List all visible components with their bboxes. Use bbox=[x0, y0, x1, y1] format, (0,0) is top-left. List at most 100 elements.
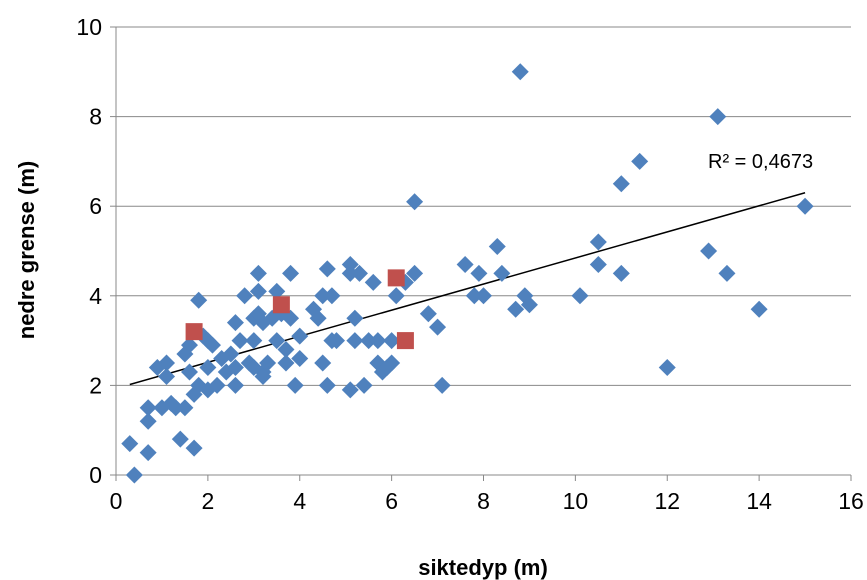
data-point-diamond-55 bbox=[291, 350, 309, 368]
data-point-diamond-54 bbox=[291, 327, 309, 345]
x-tick-label-6: 6 bbox=[385, 488, 398, 514]
data-point-diamond-32 bbox=[231, 332, 249, 350]
gridlines bbox=[116, 26, 851, 386]
data-point-diamond-107 bbox=[750, 300, 768, 318]
data-point-diamond-22 bbox=[199, 358, 217, 376]
data-point-diamond-18 bbox=[190, 291, 208, 309]
data-point-diamond-57 bbox=[309, 309, 327, 327]
y-tick-label-6: 6 bbox=[89, 193, 102, 219]
data-point-diamond-71 bbox=[355, 376, 373, 394]
data-point-diamond-11 bbox=[171, 430, 189, 448]
x-tick-label-2: 2 bbox=[201, 488, 214, 514]
data-point-diamond-89 bbox=[470, 264, 488, 282]
data-point-diamond-79 bbox=[383, 354, 401, 372]
data-point-diamond-78 bbox=[383, 332, 401, 350]
data-point-diamond-82 bbox=[406, 193, 424, 211]
axes bbox=[110, 26, 852, 481]
data-point-diamond-86 bbox=[433, 376, 451, 394]
data-point-diamond-60 bbox=[318, 260, 336, 278]
data-point-diamond-61 bbox=[318, 376, 336, 394]
data-point-square-3 bbox=[396, 332, 414, 350]
data-point-diamond-105 bbox=[709, 108, 727, 126]
data-point-diamond-101 bbox=[612, 264, 630, 282]
data-point-diamond-0 bbox=[121, 435, 139, 453]
data-point-diamond-93 bbox=[507, 300, 525, 318]
data-points bbox=[121, 63, 814, 484]
data-point-diamond-46 bbox=[268, 282, 286, 300]
data-point-diamond-84 bbox=[419, 305, 437, 323]
y-tick-label-0: 0 bbox=[89, 462, 102, 488]
data-point-diamond-12 bbox=[176, 399, 194, 417]
data-point-diamond-1 bbox=[125, 466, 143, 484]
data-point-diamond-30 bbox=[226, 358, 244, 376]
data-point-diamond-108 bbox=[796, 197, 814, 215]
data-point-diamond-31 bbox=[226, 376, 244, 394]
data-point-diamond-58 bbox=[314, 287, 332, 305]
data-point-diamond-91 bbox=[488, 238, 506, 256]
x-tick-label-12: 12 bbox=[654, 488, 680, 514]
x-tick-label-10: 10 bbox=[563, 488, 589, 514]
data-point-square-2 bbox=[387, 269, 405, 287]
data-point-diamond-90 bbox=[475, 287, 492, 305]
data-point-diamond-72 bbox=[360, 332, 378, 350]
data-point-diamond-94 bbox=[511, 63, 529, 81]
r-squared-label: R² = 0,4673 bbox=[708, 151, 813, 173]
data-point-diamond-2 bbox=[139, 399, 157, 417]
data-point-diamond-80 bbox=[387, 287, 405, 305]
x-axis-title: siktedyp (m) bbox=[418, 555, 548, 580]
data-point-diamond-14 bbox=[181, 336, 198, 354]
x-tick-label-4: 4 bbox=[293, 488, 306, 514]
data-point-diamond-68 bbox=[346, 309, 364, 327]
data-point-diamond-70 bbox=[350, 264, 368, 282]
x-tick-label-14: 14 bbox=[746, 488, 772, 514]
x-tick-labels: 0 2 4 6 8 10 12 14 16 bbox=[110, 488, 864, 514]
data-point-diamond-28 bbox=[222, 345, 240, 363]
trendline bbox=[129, 192, 806, 386]
data-point-diamond-67 bbox=[341, 381, 359, 399]
data-point-diamond-50 bbox=[277, 354, 295, 372]
data-point-diamond-4 bbox=[139, 444, 157, 462]
data-point-diamond-104 bbox=[700, 242, 718, 260]
data-point-diamond-62 bbox=[323, 287, 341, 305]
data-point-diamond-38 bbox=[249, 264, 267, 282]
trendline-line bbox=[129, 192, 806, 386]
data-point-diamond-59 bbox=[314, 354, 332, 372]
y-tick-label-4: 4 bbox=[89, 283, 102, 309]
data-point-diamond-29 bbox=[226, 314, 244, 332]
data-point-square-0 bbox=[185, 323, 203, 341]
data-point-diamond-96 bbox=[520, 296, 538, 314]
data-point-diamond-33 bbox=[236, 287, 254, 305]
data-point-diamond-98 bbox=[589, 233, 607, 251]
data-point-diamond-10 bbox=[167, 399, 185, 417]
data-point-diamond-53 bbox=[286, 376, 304, 394]
data-point-diamond-73 bbox=[364, 273, 382, 291]
data-point-diamond-3 bbox=[139, 412, 157, 430]
data-point-square-1 bbox=[272, 296, 290, 314]
data-point-diamond-36 bbox=[245, 332, 263, 350]
data-point-diamond-87 bbox=[456, 255, 474, 273]
data-point-diamond-66 bbox=[341, 264, 359, 282]
x-tick-label-0: 0 bbox=[110, 488, 123, 514]
data-point-diamond-17 bbox=[185, 439, 203, 457]
y-tick-label-8: 8 bbox=[89, 104, 102, 130]
data-point-diamond-85 bbox=[429, 318, 447, 336]
data-point-diamond-65 bbox=[341, 255, 359, 273]
data-point-diamond-52 bbox=[282, 309, 300, 327]
y-axis-title: nedre grense (m) bbox=[14, 161, 39, 340]
data-point-diamond-69 bbox=[346, 332, 364, 350]
data-point-diamond-100 bbox=[612, 175, 630, 193]
data-point-diamond-49 bbox=[277, 341, 295, 359]
data-point-diamond-44 bbox=[259, 354, 277, 372]
data-point-diamond-102 bbox=[631, 152, 649, 170]
data-point-diamond-15 bbox=[181, 363, 198, 381]
y-tick-labels: 0 2 4 6 8 10 bbox=[76, 14, 102, 488]
data-point-diamond-64 bbox=[328, 332, 345, 350]
data-point-diamond-97 bbox=[571, 287, 589, 305]
data-point-diamond-25 bbox=[208, 376, 226, 394]
data-point-diamond-99 bbox=[589, 255, 607, 273]
y-tick-label-2: 2 bbox=[89, 372, 102, 398]
data-point-diamond-8 bbox=[158, 367, 176, 385]
x-tick-label-8: 8 bbox=[477, 488, 490, 514]
data-point-diamond-83 bbox=[406, 264, 424, 282]
